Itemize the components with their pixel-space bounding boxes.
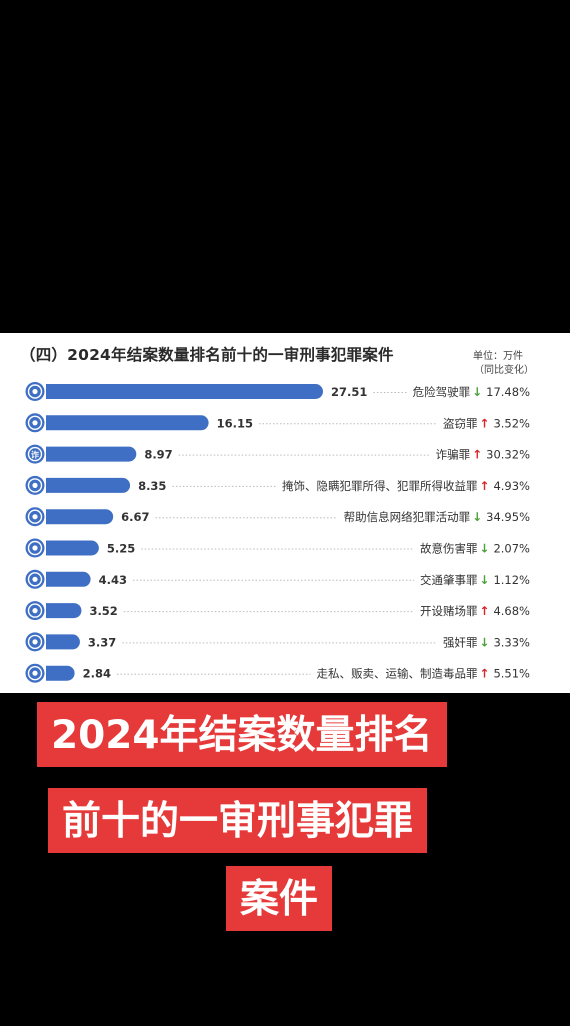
bar <box>46 540 99 556</box>
caption-line-1: 2024年结案数量排名 <box>37 702 447 767</box>
icon-ring <box>27 415 43 430</box>
category-label: 诈骗罪 <box>436 448 471 462</box>
value-label: 3.37 <box>88 635 116 649</box>
change-label: 3.33% <box>493 635 530 649</box>
icon-dot <box>32 420 38 426</box>
down-arrow-icon: ↓ <box>479 542 489 556</box>
icon-glyph: 诈 <box>31 450 39 460</box>
change-label: 5.51% <box>493 667 530 681</box>
icon-dot <box>32 608 38 614</box>
bar <box>46 384 324 399</box>
icon-ring <box>27 634 43 650</box>
down-arrow-icon: ↓ <box>479 635 489 649</box>
change-label: 30.32% <box>486 448 530 462</box>
icon-dot <box>32 639 38 645</box>
down-arrow-icon: ↓ <box>472 510 482 524</box>
up-arrow-icon: ↑ <box>472 448 482 462</box>
bar <box>46 477 131 493</box>
bar <box>46 571 91 587</box>
bar <box>46 415 209 431</box>
change-label: 2.07% <box>493 542 530 556</box>
icon-dot <box>32 482 38 488</box>
change-label: 4.93% <box>493 479 530 493</box>
up-arrow-icon: ↑ <box>479 416 489 430</box>
icon-dot <box>32 388 38 395</box>
category-label: 故意伤害罪 <box>420 542 478 556</box>
category-label: 掩饰、隐瞒犯罪所得、犯罪所得收益罪 <box>282 479 478 493</box>
icon-dot <box>32 576 38 582</box>
icon-ring <box>27 572 43 587</box>
up-arrow-icon: ↑ <box>479 667 489 681</box>
value-label: 8.35 <box>138 479 166 493</box>
up-arrow-icon: ↑ <box>479 479 489 493</box>
category-label: 盗窃罪 <box>443 416 478 430</box>
icon-ring <box>27 446 43 462</box>
change-label: 34.95% <box>486 510 530 524</box>
change-note: （同比变化） <box>474 365 534 376</box>
bar <box>46 603 82 619</box>
category-label: 走私、贩卖、运输、制造毒品罪 <box>316 667 477 681</box>
icon-dot <box>32 670 38 676</box>
caption-line-2: 前十的一审刑事犯罪 <box>48 788 428 853</box>
icon-ring <box>27 478 43 493</box>
icon-ring <box>27 384 43 399</box>
icon-dot <box>32 545 38 551</box>
value-label: 4.43 <box>99 573 127 587</box>
value-label: 27.51 <box>331 385 367 399</box>
change-label: 17.48% <box>486 385 530 399</box>
change-label: 3.52% <box>493 416 530 430</box>
down-arrow-icon: ↓ <box>472 385 482 399</box>
icon-dot <box>32 514 38 520</box>
down-arrow-icon: ↓ <box>479 573 489 587</box>
change-label: 1.12% <box>493 573 530 587</box>
icon-ring <box>27 603 43 618</box>
bar <box>46 446 137 462</box>
value-label: 3.52 <box>89 604 117 618</box>
category-label: 交通肇事罪 <box>420 573 478 587</box>
unit-label: 单位：万件 <box>473 351 523 362</box>
caption-line-3: 案件 <box>226 866 333 931</box>
icon-ring <box>27 540 43 556</box>
bar <box>46 665 75 681</box>
icon-ring <box>27 666 43 681</box>
bar <box>46 509 114 525</box>
value-label: 2.84 <box>83 667 111 681</box>
change-label: 4.68% <box>493 604 530 618</box>
value-label: 16.15 <box>217 416 253 430</box>
up-arrow-icon: ↑ <box>479 604 489 618</box>
bar <box>46 634 80 650</box>
category-label: 强奸罪 <box>443 635 478 649</box>
value-label: 6.67 <box>121 510 149 524</box>
chart-title: （四）2024年结案数量排名前十的一审刑事犯罪案件 <box>20 346 394 364</box>
value-label: 5.25 <box>107 542 135 556</box>
category-label: 开设赌场罪 <box>420 604 478 618</box>
icon-ring <box>27 509 43 524</box>
category-label: 帮助信息网络犯罪活动罪 <box>344 510 471 524</box>
category-label: 危险驾驶罪 <box>413 385 471 399</box>
value-label: 8.97 <box>144 448 172 462</box>
